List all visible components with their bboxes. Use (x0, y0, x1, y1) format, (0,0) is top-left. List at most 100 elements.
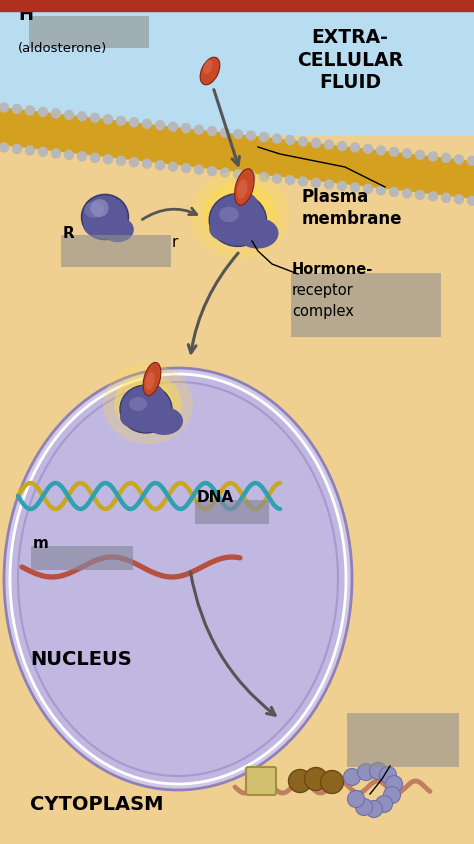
Circle shape (168, 163, 177, 172)
Circle shape (117, 157, 126, 166)
Circle shape (455, 155, 464, 165)
Circle shape (246, 172, 255, 181)
Circle shape (208, 127, 217, 137)
Text: NUCLEUS: NUCLEUS (30, 649, 132, 668)
Ellipse shape (200, 58, 220, 86)
Circle shape (155, 161, 164, 170)
Text: DNA: DNA (197, 490, 234, 505)
Ellipse shape (209, 194, 266, 247)
Ellipse shape (235, 170, 254, 206)
Circle shape (375, 796, 392, 813)
Circle shape (299, 138, 308, 147)
Circle shape (285, 176, 294, 186)
Ellipse shape (82, 195, 128, 241)
Circle shape (356, 798, 373, 815)
Circle shape (325, 141, 334, 149)
Polygon shape (0, 108, 474, 200)
Text: R: R (63, 225, 75, 241)
Ellipse shape (101, 218, 134, 243)
Circle shape (402, 190, 411, 198)
Ellipse shape (226, 192, 259, 223)
Circle shape (129, 119, 138, 127)
Circle shape (441, 194, 450, 203)
Circle shape (12, 145, 21, 154)
Circle shape (129, 159, 138, 168)
Circle shape (259, 133, 268, 143)
Circle shape (38, 108, 47, 117)
Circle shape (365, 801, 383, 818)
Ellipse shape (219, 208, 239, 223)
Ellipse shape (203, 182, 277, 248)
Circle shape (103, 116, 112, 125)
Circle shape (0, 143, 9, 153)
Circle shape (64, 111, 73, 120)
Ellipse shape (4, 369, 352, 790)
Circle shape (364, 185, 373, 194)
Circle shape (357, 764, 374, 781)
Ellipse shape (209, 218, 240, 241)
Circle shape (182, 165, 191, 174)
Circle shape (402, 149, 411, 159)
Text: complex: complex (292, 304, 354, 319)
Circle shape (117, 117, 126, 126)
Circle shape (350, 184, 359, 192)
Text: r: r (172, 235, 178, 250)
FancyArrowPatch shape (142, 208, 197, 220)
Bar (0, 0, 474, 135)
Text: receptor: receptor (292, 283, 354, 298)
FancyArrowPatch shape (188, 254, 238, 354)
Ellipse shape (145, 408, 183, 436)
Circle shape (220, 129, 229, 138)
Circle shape (52, 149, 61, 159)
Text: m: m (33, 535, 49, 550)
FancyArrowPatch shape (214, 90, 239, 166)
Ellipse shape (84, 203, 104, 219)
Ellipse shape (83, 217, 109, 236)
Ellipse shape (114, 375, 182, 435)
Circle shape (304, 767, 328, 791)
Circle shape (234, 170, 243, 180)
Circle shape (467, 197, 474, 206)
Circle shape (370, 763, 386, 780)
Text: (aldosterone): (aldosterone) (18, 42, 107, 55)
Circle shape (289, 770, 311, 793)
Circle shape (364, 145, 373, 154)
Circle shape (416, 191, 425, 200)
Ellipse shape (135, 383, 165, 412)
Circle shape (376, 187, 385, 196)
Circle shape (380, 766, 396, 783)
Circle shape (390, 149, 399, 157)
Ellipse shape (146, 373, 155, 391)
Circle shape (416, 151, 425, 160)
Circle shape (383, 787, 401, 803)
Circle shape (273, 135, 282, 143)
Circle shape (285, 137, 294, 145)
Text: EXTRA-
CELLULAR
FLUID: EXTRA- CELLULAR FLUID (297, 28, 403, 92)
Circle shape (234, 131, 243, 139)
Circle shape (455, 196, 464, 204)
Circle shape (299, 178, 308, 187)
Ellipse shape (103, 365, 193, 445)
Circle shape (103, 155, 112, 165)
Circle shape (246, 132, 255, 141)
Ellipse shape (123, 382, 173, 426)
Ellipse shape (203, 61, 212, 75)
Ellipse shape (129, 398, 147, 412)
Circle shape (344, 769, 361, 786)
Circle shape (12, 106, 21, 114)
Bar (0, 0, 474, 130)
Circle shape (38, 149, 47, 157)
Circle shape (78, 113, 86, 122)
Ellipse shape (10, 375, 346, 784)
Circle shape (143, 120, 152, 129)
Ellipse shape (143, 363, 161, 396)
Circle shape (91, 154, 100, 163)
Circle shape (0, 104, 9, 113)
Circle shape (91, 200, 109, 218)
Circle shape (385, 776, 402, 793)
Ellipse shape (237, 219, 279, 249)
Circle shape (194, 166, 203, 175)
Circle shape (441, 154, 450, 163)
Circle shape (347, 791, 365, 808)
Circle shape (337, 143, 346, 151)
